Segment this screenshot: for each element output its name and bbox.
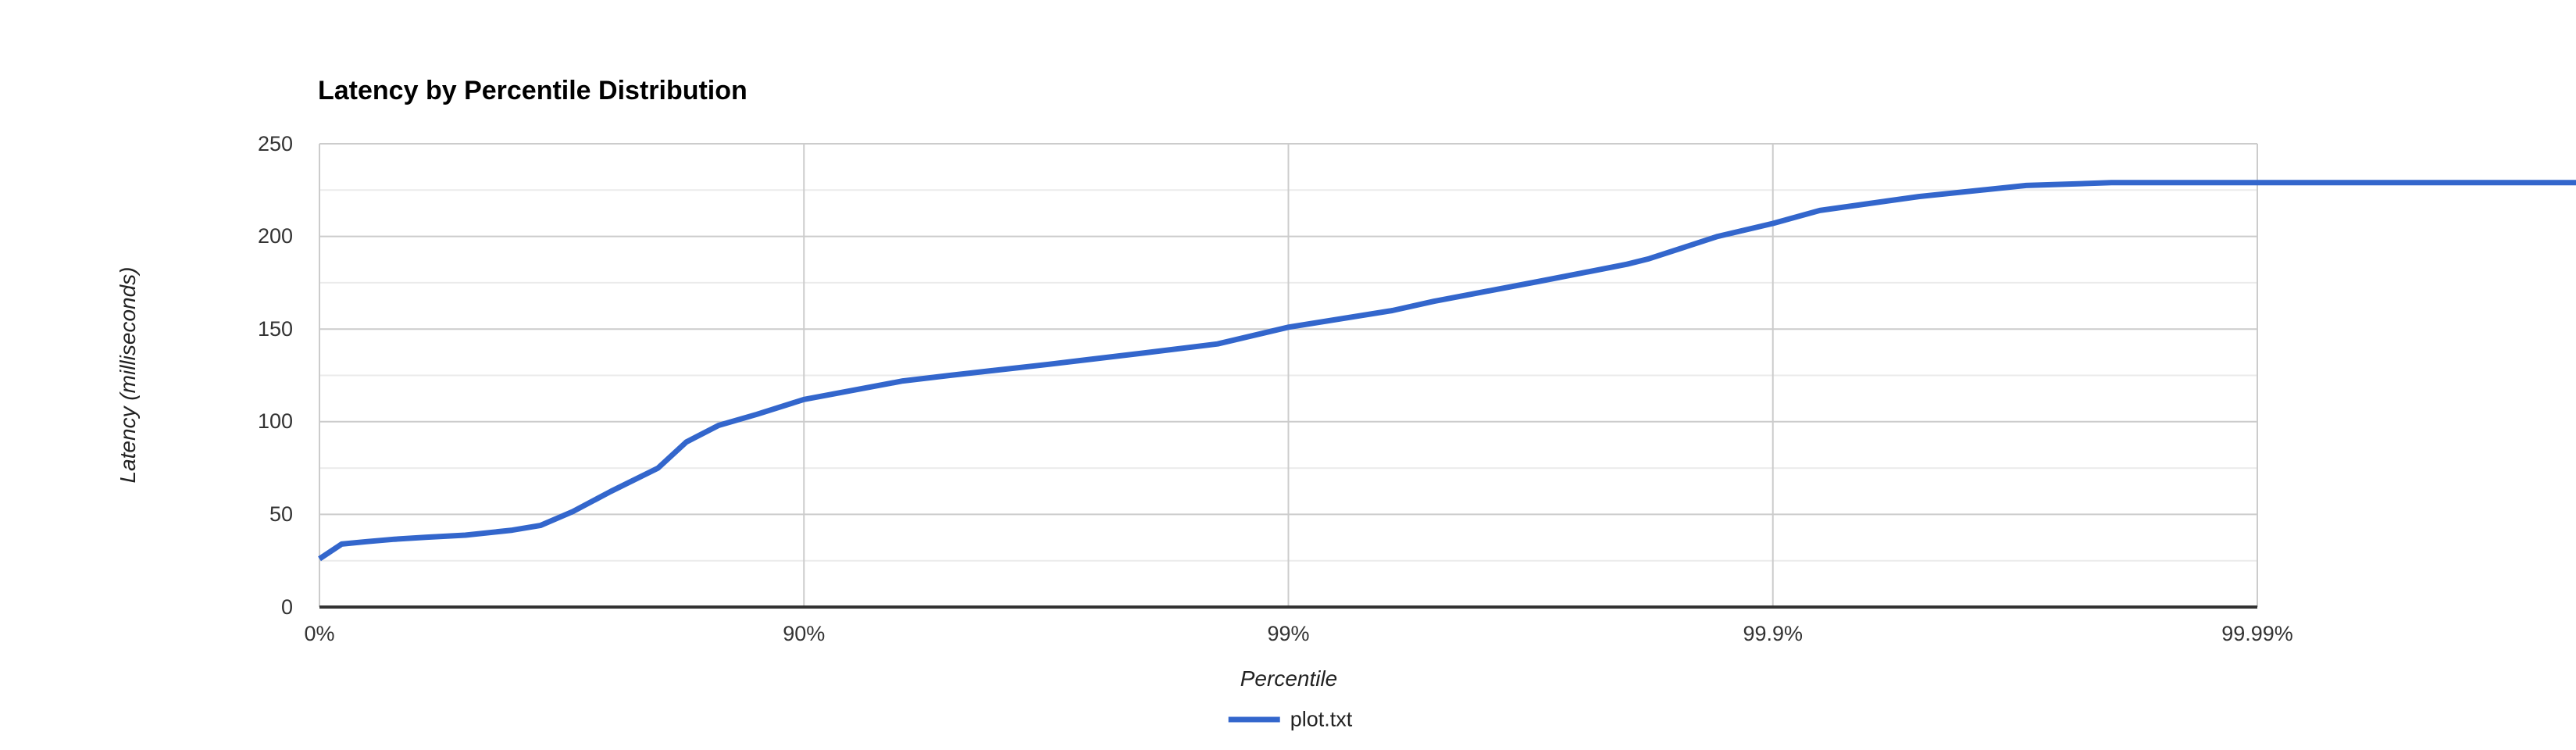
legend[interactable]: plot.txt — [1228, 707, 1353, 732]
y-tick-label: 200 — [257, 224, 293, 248]
legend-line-swatch — [1228, 716, 1280, 723]
x-tick-label: 99.99% — [2221, 622, 2293, 645]
x-tick-label: 99.9% — [1743, 622, 1804, 645]
x-tick-label: 99% — [1267, 622, 1310, 645]
y-tick-label: 100 — [257, 409, 293, 434]
y-axis-title: Latency (milliseconds) — [116, 266, 140, 484]
y-tick-label: 250 — [257, 131, 293, 155]
legend-label: plot.txt — [1290, 707, 1353, 731]
x-tick-label: 90% — [783, 622, 826, 645]
y-tick-label: 0 — [280, 595, 293, 619]
x-tick-label: 0% — [304, 622, 335, 645]
y-tick-label: 150 — [257, 316, 293, 341]
chart-title: Latency by Percentile Distribution — [318, 76, 747, 105]
series-line[interactable] — [318, 180, 2576, 562]
x-axis-title: Percentile — [1240, 666, 1338, 691]
y-tick-label: 50 — [269, 502, 293, 526]
